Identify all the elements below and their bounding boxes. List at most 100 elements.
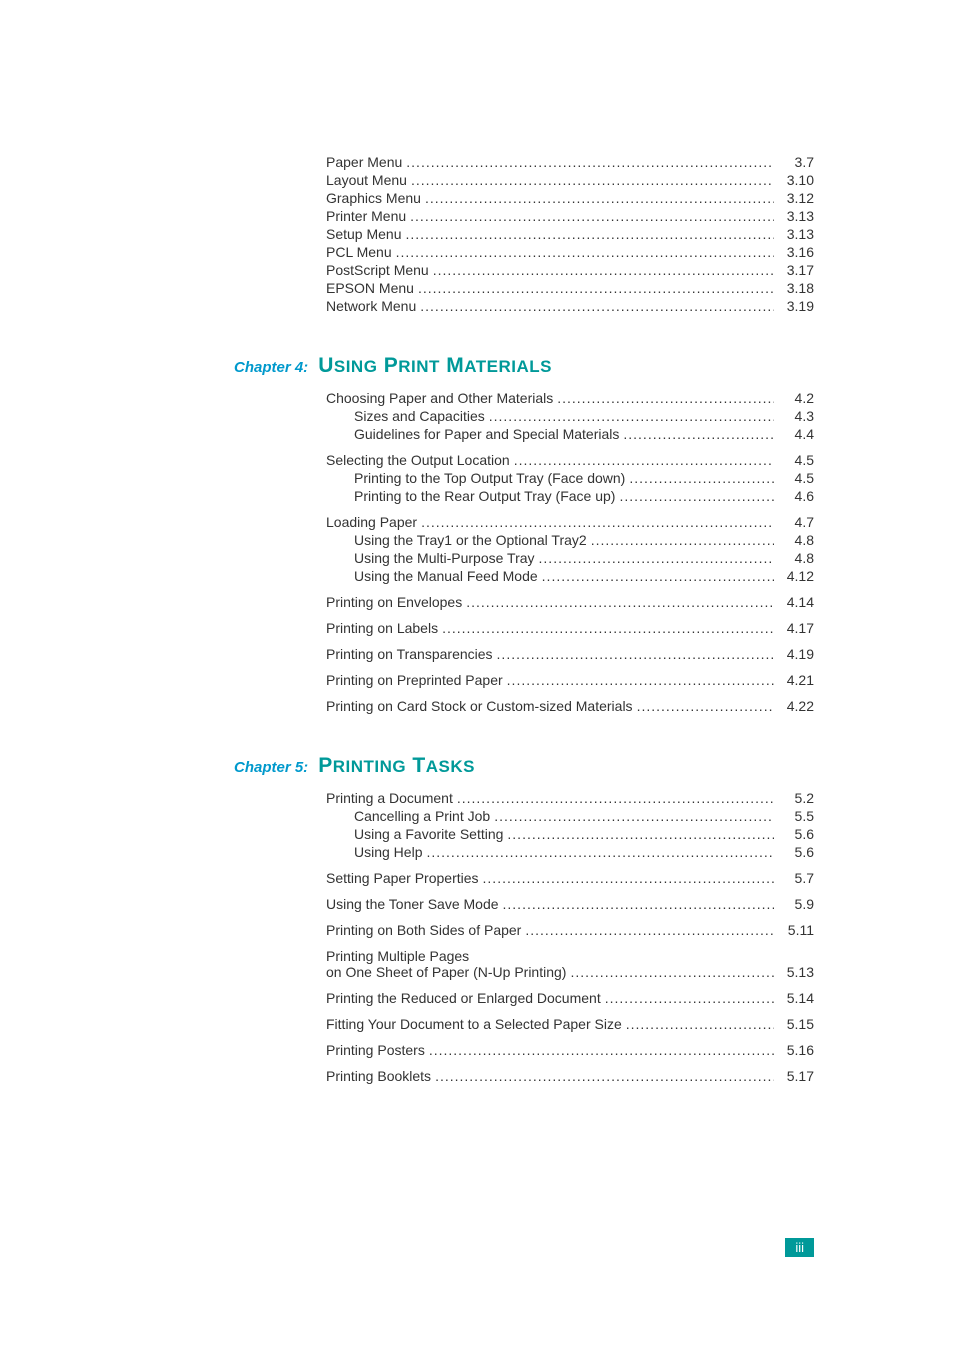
toc-entry[interactable]: Using a Favorite Setting................… xyxy=(354,826,814,842)
toc-entry[interactable]: Using the Toner Save Mode...............… xyxy=(326,896,814,912)
page-content: Paper Menu..............................… xyxy=(0,0,954,1084)
toc-dots: ........................................… xyxy=(462,594,774,610)
toc-dots: ........................................… xyxy=(633,698,774,714)
toc-dots: ........................................… xyxy=(490,808,774,824)
toc-entry-label: Printing to the Rear Output Tray (Face u… xyxy=(354,488,615,504)
toc-entry[interactable]: Printing on Envelopes...................… xyxy=(326,594,814,610)
toc-entry-label: Printer Menu xyxy=(326,208,406,224)
toc-dots: ........................................… xyxy=(622,1016,774,1032)
toc-entry[interactable]: Printing the Reduced or Enlarged Documen… xyxy=(326,990,814,1006)
toc-entry[interactable]: Printing on Both Sides of Paper.........… xyxy=(326,922,814,938)
toc-entry[interactable]: Printing on Transparencies..............… xyxy=(326,646,814,662)
toc-entry[interactable]: Fitting Your Document to a Selected Pape… xyxy=(326,1016,814,1032)
toc-entry-label: Printing a Document xyxy=(326,790,453,806)
toc-page-number: 4.8 xyxy=(774,550,814,566)
toc-dots: ........................................… xyxy=(406,208,774,224)
toc-page-number: 5.6 xyxy=(774,826,814,842)
toc-page-number: 3.10 xyxy=(774,172,814,188)
toc-entry-label: Printing on Card Stock or Custom-sized M… xyxy=(326,698,633,714)
toc-dots: ........................................… xyxy=(429,262,774,278)
toc-dots: ........................................… xyxy=(625,470,774,486)
toc-entry[interactable]: Printing on Preprinted Paper............… xyxy=(326,672,814,688)
toc-entry[interactable]: Network Menu............................… xyxy=(326,298,814,314)
toc-entry[interactable]: Printing Booklets.......................… xyxy=(326,1068,814,1084)
toc-entry-label: Printing to the Top Output Tray (Face do… xyxy=(354,470,625,486)
toc-entry-label: Cancelling a Print Job xyxy=(354,808,490,824)
toc-dots: ........................................… xyxy=(414,280,774,296)
toc-entry[interactable]: Choosing Paper and Other Materials......… xyxy=(326,390,814,406)
toc-entry[interactable]: Using the Multi-Purpose Tray............… xyxy=(354,550,814,566)
toc-dots: ........................................… xyxy=(479,870,774,886)
toc-entry[interactable]: Printing to the Rear Output Tray (Face u… xyxy=(354,488,814,504)
toc-entry[interactable]: PostScript Menu.........................… xyxy=(326,262,814,278)
toc-entry[interactable]: Printer Menu............................… xyxy=(326,208,814,224)
toc-entry[interactable]: Printing Multiple Pageson One Sheet of P… xyxy=(326,948,814,980)
toc-entry-label: PostScript Menu xyxy=(326,262,429,278)
toc-entry[interactable]: Printing to the Top Output Tray (Face do… xyxy=(354,470,814,486)
toc-dots: ........................................… xyxy=(510,452,774,468)
toc-entry[interactable]: Printing Posters........................… xyxy=(326,1042,814,1058)
toc-dots: ........................................… xyxy=(402,154,774,170)
toc-dots: ........................................… xyxy=(615,488,774,504)
toc-entry[interactable]: Using the Tray1 or the Optional Tray2...… xyxy=(354,532,814,548)
toc-entry[interactable]: Cancelling a Print Job..................… xyxy=(354,808,814,824)
toc-entry[interactable]: Selecting the Output Location...........… xyxy=(326,452,814,468)
toc-page-number: 3.19 xyxy=(774,298,814,314)
toc-entry-label: Setup Menu xyxy=(326,226,402,242)
toc-entry-label: PCL Menu xyxy=(326,244,392,260)
toc-entry[interactable]: Using Help..............................… xyxy=(354,844,814,860)
toc-page-number: 4.8 xyxy=(774,532,814,548)
toc-entry[interactable]: Printing on Labels......................… xyxy=(326,620,814,636)
chapter-5-heading: Chapter 5: PRINTING TASKS xyxy=(234,754,814,778)
toc-page-number: 5.16 xyxy=(774,1042,814,1058)
toc-entry[interactable]: Loading Paper...........................… xyxy=(326,514,814,530)
toc-page-number: 3.7 xyxy=(774,154,814,170)
toc-entry-label: Printing on Preprinted Paper xyxy=(326,672,503,688)
toc-entry[interactable]: Guidelines for Paper and Special Materia… xyxy=(354,426,814,442)
toc-entry[interactable]: Sizes and Capacities....................… xyxy=(354,408,814,424)
toc-page-number: 4.12 xyxy=(774,568,814,584)
toc-entry-label: Guidelines for Paper and Special Materia… xyxy=(354,426,619,442)
toc-page-number: 3.17 xyxy=(774,262,814,278)
toc-entry-label: Using the Toner Save Mode xyxy=(326,896,499,912)
toc-entry-label: Network Menu xyxy=(326,298,416,314)
toc-dots: ........................................… xyxy=(392,244,774,260)
toc-entry-label: Printing on Labels xyxy=(326,620,438,636)
chapter-4-heading: Chapter 4: USING PRINT MATERIALS xyxy=(234,354,814,378)
toc-entry-label: Graphics Menu xyxy=(326,190,421,206)
page-number: iii xyxy=(795,1240,804,1255)
toc-entry[interactable]: Printing a Document.....................… xyxy=(326,790,814,806)
toc-entry-label: Choosing Paper and Other Materials xyxy=(326,390,553,406)
page-number-badge: iii xyxy=(785,1238,814,1257)
toc-page-number: 4.4 xyxy=(774,426,814,442)
toc-dots: ........................................… xyxy=(503,672,774,688)
toc-entry[interactable]: PCL Menu................................… xyxy=(326,244,814,260)
toc-dots: ........................................… xyxy=(425,1042,774,1058)
toc-entry[interactable]: EPSON Menu..............................… xyxy=(326,280,814,296)
toc-entry[interactable]: Layout Menu.............................… xyxy=(326,172,814,188)
toc-entry-label: Printing the Reduced or Enlarged Documen… xyxy=(326,990,601,1006)
toc-dots: ........................................… xyxy=(587,532,774,548)
toc-dots: ........................................… xyxy=(421,190,774,206)
toc-entry[interactable]: Setting Paper Properties................… xyxy=(326,870,814,886)
toc-entry[interactable]: Graphics Menu...........................… xyxy=(326,190,814,206)
toc-dots: ........................................… xyxy=(485,408,774,424)
toc-entry[interactable]: Paper Menu..............................… xyxy=(326,154,814,170)
toc-page-number: 5.17 xyxy=(774,1068,814,1084)
toc-page-number: 4.2 xyxy=(774,390,814,406)
toc-dots: ........................................… xyxy=(453,790,774,806)
chapter-4-prefix: Chapter 4: xyxy=(234,359,308,376)
toc-entry[interactable]: Printing on Card Stock or Custom-sized M… xyxy=(326,698,814,714)
toc-entry-label: Printing Multiple Pages xyxy=(326,948,814,964)
toc-dots: ........................................… xyxy=(438,620,774,636)
toc-entry[interactable]: Using the Manual Feed Mode..............… xyxy=(354,568,814,584)
toc-entry-label: Fitting Your Document to a Selected Pape… xyxy=(326,1016,622,1032)
toc-entry-label: on One Sheet of Paper (N-Up Printing) xyxy=(326,964,566,980)
toc-page-number: 3.12 xyxy=(774,190,814,206)
toc-page-number: 5.9 xyxy=(774,896,814,912)
toc-dots: ........................................… xyxy=(416,298,774,314)
toc-entry-label: Using the Tray1 or the Optional Tray2 xyxy=(354,532,587,548)
toc-entry-label: Printing on Transparencies xyxy=(326,646,493,662)
toc-entry[interactable]: Setup Menu..............................… xyxy=(326,226,814,242)
toc-dots: ........................................… xyxy=(553,390,774,406)
